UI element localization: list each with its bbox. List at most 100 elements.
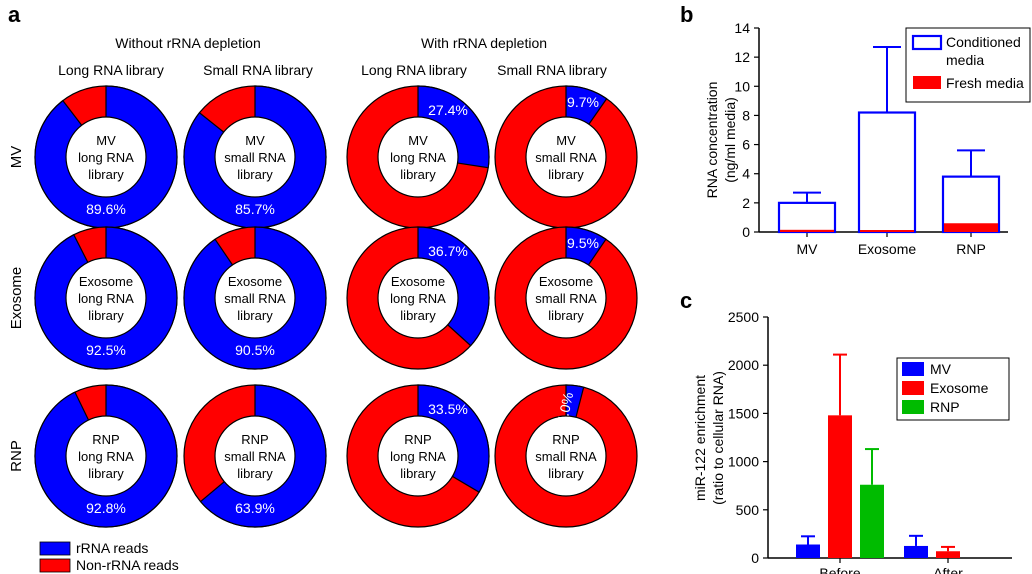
donut-center-label-rnp-0: long RNA bbox=[78, 449, 134, 464]
donut-hole-rnp-3 bbox=[525, 415, 607, 497]
donut-percent-exosome-0: 92.5% bbox=[86, 342, 126, 358]
donut-center-label-rnp-3: library bbox=[548, 466, 584, 481]
legend-swatch-mv bbox=[902, 362, 924, 376]
panel-c-ytick-label: 2500 bbox=[728, 309, 759, 325]
donut-center-label-exosome-0: long RNA bbox=[78, 291, 134, 306]
donut-hole-mv-3 bbox=[525, 116, 607, 198]
row-label-mv: MV bbox=[8, 146, 25, 169]
panel-b-ylabel-line2: (ng/ml media) bbox=[722, 97, 738, 183]
panel-b-bar-fresh-rnp bbox=[944, 223, 998, 232]
donut-center-label-mv-2: long RNA bbox=[390, 150, 446, 165]
panel-c-label: c bbox=[680, 288, 692, 313]
donut-center-label-exosome-1: Exosome bbox=[228, 274, 282, 289]
panel-c-xtick-label: After bbox=[933, 565, 963, 574]
panel-b-ytick-label: 10 bbox=[734, 78, 750, 94]
panel-c-bar-mv-1 bbox=[904, 545, 928, 558]
donut-percent-exosome-1: 90.5% bbox=[235, 342, 275, 358]
legend-swatch-fresh-media bbox=[913, 76, 941, 89]
donut-hole-rnp-2 bbox=[377, 415, 459, 497]
donut-hole-mv-2 bbox=[377, 116, 459, 198]
donut-center-label-exosome-3: library bbox=[548, 308, 584, 323]
donut-hole-exosome-0 bbox=[65, 257, 147, 339]
legend-label-exosome: Exosome bbox=[930, 380, 989, 396]
panel-b-ytick-label: 6 bbox=[742, 137, 750, 153]
donut-hole-mv-1 bbox=[214, 116, 296, 198]
donut-center-label-mv-1: MV bbox=[245, 133, 265, 148]
donut-hole-exosome-3 bbox=[525, 257, 607, 339]
panel-c-ylabel-line1: miR-122 enrichment bbox=[692, 375, 708, 501]
panel-c-bar-mv-0 bbox=[796, 544, 820, 558]
legend-label-non-rrna: Non-rRNA reads bbox=[76, 557, 179, 573]
panel-b-ytick-label: 12 bbox=[734, 49, 750, 65]
donut-center-label-mv-3: small RNA bbox=[535, 150, 597, 165]
donut-percent-exosome-3: 9.5% bbox=[567, 235, 599, 251]
donut-center-label-rnp-1: library bbox=[237, 466, 273, 481]
legend-label-conditioned-line2: media bbox=[946, 52, 984, 68]
donut-hole-rnp-0 bbox=[65, 415, 147, 497]
donut-center-label-exosome-0: Exosome bbox=[79, 274, 133, 289]
donut-center-label-rnp-1: RNP bbox=[241, 432, 268, 447]
panel-b-bar-fresh-mv bbox=[780, 229, 834, 232]
donut-center-label-mv-2: library bbox=[400, 167, 436, 182]
donut-center-label-exosome-3: small RNA bbox=[535, 291, 597, 306]
panel-c-ylabel-line2: (ratio to cellular RNA) bbox=[710, 371, 726, 505]
legend-swatch-non-rrna bbox=[39, 558, 71, 573]
legend-label-rnp: RNP bbox=[930, 399, 960, 415]
donut-center-label-mv-0: long RNA bbox=[78, 150, 134, 165]
panel-b-bar-conditioned-exosome bbox=[857, 111, 917, 234]
donut-percent-rnp-2: 33.5% bbox=[428, 401, 468, 417]
panel-c-bar-exosome-1 bbox=[936, 551, 960, 558]
panel-c-ytick-label: 500 bbox=[736, 502, 760, 518]
donut-center-label-rnp-0: RNP bbox=[92, 432, 119, 447]
donut-center-label-exosome-2: library bbox=[400, 308, 436, 323]
donut-center-label-mv-0: MV bbox=[96, 133, 116, 148]
donut-center-label-mv-1: library bbox=[237, 167, 273, 182]
legend-label-mv: MV bbox=[930, 361, 952, 377]
panel-c-bar-rnp-0 bbox=[860, 484, 884, 558]
panel-c: c miR-122 enrichment (ratio to cellular … bbox=[680, 288, 1012, 574]
donut-center-label-rnp-3: RNP bbox=[552, 432, 579, 447]
legend-label-conditioned-line1: Conditioned bbox=[946, 34, 1021, 50]
donut-center-label-exosome-1: small RNA bbox=[224, 291, 286, 306]
donut-center-label-exosome-1: library bbox=[237, 308, 273, 323]
panel-c-ytick-label: 0 bbox=[751, 550, 759, 566]
donut-center-label-rnp-2: RNP bbox=[404, 432, 431, 447]
panel-c-bars bbox=[796, 353, 960, 558]
panel-b-ytick-label: 2 bbox=[742, 195, 750, 211]
donut-center-label-mv-3: MV bbox=[556, 133, 576, 148]
donut-percent-mv-0: 89.6% bbox=[86, 201, 126, 217]
panel-c-ytick-label: 1500 bbox=[728, 405, 759, 421]
panel-b-ytick-label: 0 bbox=[742, 224, 750, 240]
panel-b-xtick-label: Exosome bbox=[858, 241, 917, 257]
donut-center-label-rnp-3: small RNA bbox=[535, 449, 597, 464]
panel-b-label: b bbox=[680, 2, 693, 27]
donut-center-label-mv-0: library bbox=[88, 167, 124, 182]
panel-c-xtick-label: Before bbox=[819, 565, 860, 574]
donut-center-label-exosome-2: Exosome bbox=[391, 274, 445, 289]
panel-b-xtick-label: RNP bbox=[956, 241, 986, 257]
donut-percent-rnp-0: 92.8% bbox=[86, 500, 126, 516]
donut-center-label-rnp-1: small RNA bbox=[224, 449, 286, 464]
donut-center-label-exosome-3: Exosome bbox=[539, 274, 593, 289]
panel-a: a Without rRNA depletion With rRNA deple… bbox=[8, 2, 638, 573]
panel-b-bar-conditioned-rnp bbox=[941, 175, 1001, 234]
column-title-small-2: Small RNA library bbox=[497, 62, 607, 78]
donut-hole-exosome-2 bbox=[377, 257, 459, 339]
donut-grid: MV long RNA library 89.6% MV small RNA library… bbox=[34, 85, 638, 528]
donut-center-label-mv-2: MV bbox=[408, 133, 428, 148]
group-title-with-depletion: With rRNA depletion bbox=[421, 35, 547, 51]
row-label-rnp: RNP bbox=[8, 440, 25, 472]
donut-percent-rnp-3: 4.0% bbox=[554, 391, 576, 426]
legend-label-fresh-media: Fresh media bbox=[946, 75, 1024, 91]
legend-swatch-conditioned-media bbox=[911, 34, 943, 51]
donut-center-label-rnp-0: library bbox=[88, 466, 124, 481]
panel-c-axes: 05001000150020002500BeforecorrectionAfte… bbox=[728, 309, 1012, 574]
donut-hole-exosome-1 bbox=[214, 257, 296, 339]
donut-hole-mv-0 bbox=[65, 116, 147, 198]
panel-b-xtick-label: MV bbox=[797, 241, 819, 257]
panel-c-ytick-label: 2000 bbox=[728, 357, 759, 373]
panel-a-label: a bbox=[8, 2, 21, 27]
panel-b-bar-conditioned-mv bbox=[777, 201, 837, 234]
donut-percent-mv-3: 9.7% bbox=[567, 94, 599, 110]
